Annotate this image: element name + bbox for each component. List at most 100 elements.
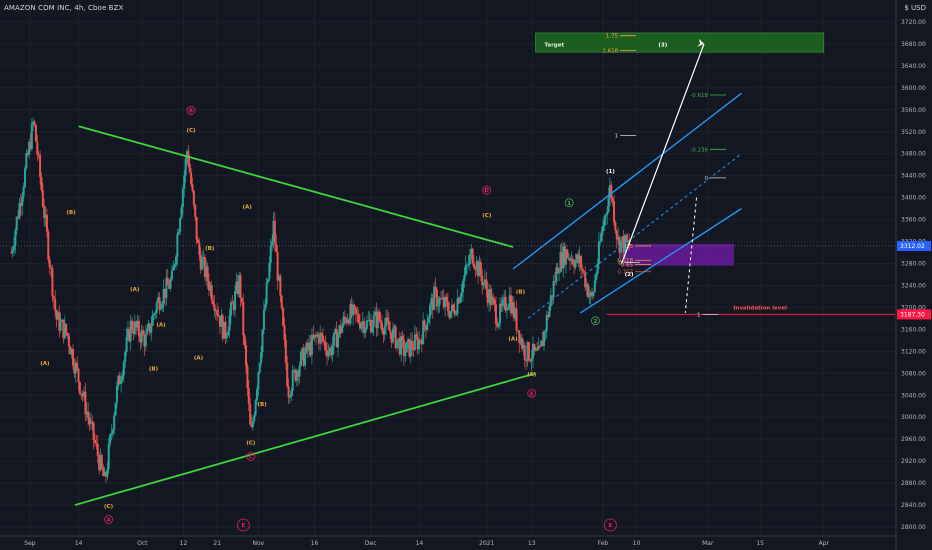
candle-body[interactable] (559, 251, 562, 273)
candle-body[interactable] (146, 328, 149, 335)
candle-body[interactable] (243, 335, 246, 346)
candle-body[interactable] (461, 280, 464, 293)
candle-body[interactable] (494, 304, 497, 324)
candle-body[interactable] (548, 306, 551, 317)
candle-body[interactable] (77, 368, 80, 382)
candle-body[interactable] (420, 340, 423, 345)
candle-body[interactable] (346, 319, 349, 323)
candle-body[interactable] (488, 289, 491, 304)
candle-body[interactable] (267, 279, 270, 283)
candle-body[interactable] (202, 256, 205, 259)
candle-body[interactable] (59, 321, 62, 331)
candle-body[interactable] (238, 275, 241, 294)
candle-body[interactable] (282, 307, 285, 326)
candle-body[interactable] (378, 311, 381, 321)
candle-body[interactable] (93, 439, 96, 443)
candle-body[interactable] (338, 325, 341, 335)
candle-body[interactable] (43, 206, 46, 219)
candle-body[interactable] (30, 123, 33, 150)
candle-body[interactable] (342, 316, 345, 326)
projection-arrow-line[interactable] (621, 43, 705, 264)
candle-body[interactable] (534, 348, 537, 351)
candle-body[interactable] (519, 337, 522, 344)
candle-body[interactable] (80, 393, 83, 395)
candle-body[interactable] (284, 339, 287, 363)
candle-body[interactable] (290, 390, 293, 397)
candle-body[interactable] (184, 158, 187, 176)
candle-body[interactable] (467, 264, 470, 266)
candle-body[interactable] (29, 141, 32, 150)
candle-body[interactable] (78, 381, 81, 394)
candle-body[interactable] (446, 301, 449, 312)
candle-body[interactable] (490, 296, 493, 305)
candle-body[interactable] (452, 304, 455, 311)
candle-body[interactable] (323, 341, 326, 343)
candle-body[interactable] (257, 372, 260, 390)
candle-body[interactable] (110, 433, 113, 435)
candle-body[interactable] (287, 386, 290, 398)
candle-body[interactable] (139, 336, 142, 343)
candle-body[interactable] (73, 365, 76, 374)
candle-body[interactable] (87, 411, 90, 418)
candle-body[interactable] (177, 231, 180, 235)
candle-body[interactable] (556, 267, 559, 274)
candle-body[interactable] (408, 339, 411, 357)
candle-body[interactable] (247, 388, 250, 404)
candle-body[interactable] (65, 323, 68, 334)
candle-body[interactable] (210, 285, 213, 301)
candle-body[interactable] (413, 334, 416, 350)
candle-body[interactable] (449, 311, 452, 318)
candle-body[interactable] (407, 339, 410, 343)
candle-body[interactable] (376, 311, 379, 328)
candle-body[interactable] (107, 443, 110, 470)
candle-body[interactable] (349, 304, 352, 324)
candle-body[interactable] (114, 402, 117, 416)
candle-body[interactable] (540, 340, 543, 347)
candle-body[interactable] (619, 240, 622, 253)
candle-body[interactable] (316, 334, 319, 337)
candle-body[interactable] (291, 370, 294, 391)
candle-body[interactable] (427, 317, 430, 323)
candle-body[interactable] (32, 121, 35, 124)
candle-body[interactable] (58, 312, 61, 331)
candle-body[interactable] (463, 274, 466, 281)
candle-body[interactable] (527, 342, 530, 360)
candle-body[interactable] (615, 230, 618, 240)
candle-body[interactable] (460, 292, 463, 297)
candle-body[interactable] (165, 277, 168, 298)
candle-body[interactable] (147, 323, 150, 329)
candle-body[interactable] (132, 329, 135, 334)
candle-body[interactable] (592, 291, 595, 297)
candle-body[interactable] (602, 225, 605, 232)
candle-body[interactable] (331, 345, 334, 356)
candle-body[interactable] (386, 317, 389, 322)
candle-body[interactable] (220, 315, 223, 327)
candle-body[interactable] (419, 339, 422, 341)
candle-body[interactable] (234, 291, 237, 311)
candle-body[interactable] (352, 305, 355, 316)
candle-body[interactable] (89, 421, 92, 425)
candle-body[interactable] (393, 326, 396, 329)
candle-body[interactable] (151, 315, 154, 326)
candle-body[interactable] (246, 365, 249, 389)
candle-body[interactable] (500, 303, 503, 307)
candle-body[interactable] (120, 379, 123, 385)
candle-body[interactable] (304, 352, 307, 366)
candle-body[interactable] (169, 279, 172, 289)
candle-body[interactable] (261, 330, 264, 353)
candle-body[interactable] (339, 325, 342, 333)
candle-body[interactable] (150, 325, 153, 333)
candle-body[interactable] (466, 264, 469, 266)
candle-body[interactable] (332, 332, 335, 346)
candle-body[interactable] (83, 391, 86, 397)
candle-body[interactable] (514, 308, 517, 319)
candle-body[interactable] (103, 472, 106, 477)
candle-body[interactable] (501, 299, 504, 307)
candle-body[interactable] (516, 330, 519, 332)
candle-body[interactable] (330, 348, 333, 356)
candle-body[interactable] (198, 242, 201, 256)
candle-body[interactable] (614, 222, 617, 231)
candle-body[interactable] (455, 313, 458, 315)
candle-body[interactable] (396, 340, 399, 348)
